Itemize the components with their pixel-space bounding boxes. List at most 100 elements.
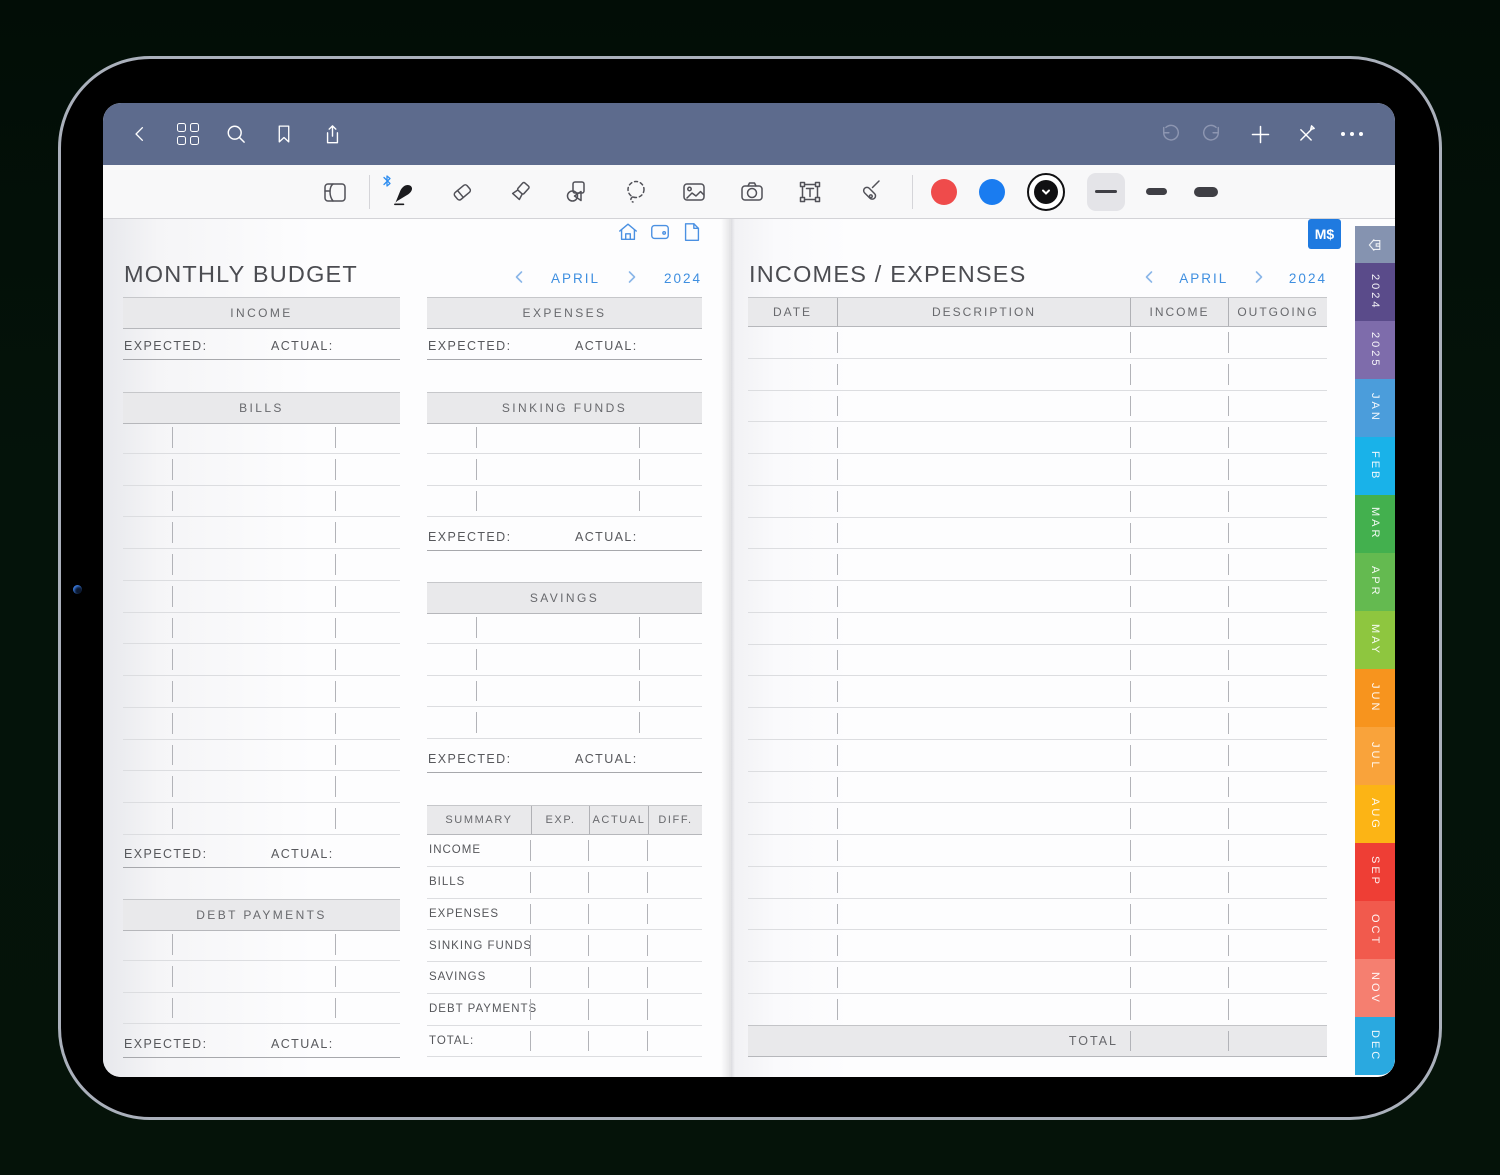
pen-tool-icon[interactable] — [383, 174, 420, 210]
table-row[interactable] — [427, 676, 702, 708]
more-options-icon[interactable] — [1337, 119, 1367, 149]
table-row[interactable] — [427, 486, 702, 518]
table-row[interactable] — [748, 962, 1327, 994]
table-row[interactable] — [123, 676, 400, 708]
table-row[interactable] — [748, 327, 1327, 359]
black-color-swatch-selected[interactable] — [1027, 172, 1065, 211]
next-month-icon[interactable] — [626, 270, 638, 287]
highlighter-tool-icon[interactable] — [504, 174, 536, 210]
tab-jun[interactable]: JUN — [1355, 669, 1395, 727]
tab-nov[interactable]: NOV — [1355, 959, 1395, 1017]
table-row[interactable] — [748, 518, 1327, 550]
table-row[interactable] — [123, 929, 400, 961]
pen-mode-off-icon[interactable] — [1291, 119, 1321, 149]
table-row[interactable] — [123, 708, 400, 740]
table-row[interactable] — [748, 994, 1327, 1026]
summary-row-expenses[interactable]: EXPENSES — [427, 899, 702, 931]
table-row[interactable] — [427, 454, 702, 486]
table-row[interactable] — [427, 644, 702, 676]
table-row[interactable] — [748, 613, 1327, 645]
budget-logo-badge[interactable]: M$ — [1308, 219, 1341, 249]
month-label[interactable]: APRIL — [550, 270, 600, 286]
red-color-swatch[interactable] — [931, 178, 957, 205]
next-month-icon[interactable] — [1253, 270, 1265, 287]
tab-apr[interactable]: APR — [1355, 553, 1395, 611]
table-row[interactable] — [748, 835, 1327, 867]
redo-icon[interactable] — [1199, 119, 1229, 149]
page-link-icon[interactable] — [681, 221, 705, 245]
image-tool-icon[interactable] — [678, 174, 710, 210]
tab-aug[interactable]: AUG — [1355, 785, 1395, 843]
shapes-tool-icon[interactable] — [562, 174, 594, 210]
thumbnails-grid-icon[interactable] — [173, 119, 203, 149]
table-row[interactable] — [748, 581, 1327, 613]
table-row[interactable] — [748, 899, 1327, 931]
summary-row-debt-payments[interactable]: DEBT PAYMENTS — [427, 994, 702, 1026]
table-row[interactable] — [748, 454, 1327, 486]
table-row[interactable] — [427, 707, 702, 739]
home-link-icon[interactable] — [617, 221, 641, 245]
table-row[interactable] — [748, 772, 1327, 804]
summary-row-income[interactable]: INCOME — [427, 835, 702, 867]
tab-jul[interactable]: JUL — [1355, 727, 1395, 785]
bookmark-icon[interactable] — [269, 119, 299, 149]
tab-mar[interactable]: MAR — [1355, 495, 1395, 553]
tab-2024[interactable]: 2024 — [1355, 263, 1395, 321]
table-row[interactable] — [123, 993, 400, 1025]
table-row[interactable] — [123, 740, 400, 772]
tab-home[interactable] — [1355, 226, 1395, 263]
summary-row-savings[interactable]: SAVINGS — [427, 962, 702, 994]
table-row[interactable] — [123, 517, 400, 549]
table-row[interactable] — [748, 676, 1327, 708]
stroke-medium-button[interactable] — [1137, 173, 1175, 211]
year-label[interactable]: 2024 — [663, 270, 702, 286]
table-row[interactable] — [748, 359, 1327, 391]
search-icon[interactable] — [221, 119, 251, 149]
tab-sep[interactable]: SEP — [1355, 843, 1395, 901]
year-label[interactable]: 2024 — [1288, 270, 1327, 286]
table-row[interactable] — [123, 803, 400, 835]
prev-month-icon[interactable] — [513, 270, 525, 287]
sinking-expected-actual-row[interactable]: EXPECTED: ACTUAL: — [427, 518, 702, 551]
table-row[interactable] — [748, 422, 1327, 454]
tab-may[interactable]: MAY — [1355, 611, 1395, 669]
total-row[interactable]: TOTAL — [748, 1025, 1327, 1057]
table-row[interactable] — [748, 803, 1327, 835]
table-row[interactable] — [123, 454, 400, 486]
summary-row-bills[interactable]: BILLS — [427, 867, 702, 899]
summary-row-sinking-funds[interactable]: SINKING FUNDS — [427, 930, 702, 962]
tab-oct[interactable]: OCT — [1355, 901, 1395, 959]
debt-expected-actual-row[interactable]: EXPECTED: ACTUAL: — [123, 1025, 400, 1058]
table-row[interactable] — [748, 645, 1327, 677]
expenses-expected-actual-row[interactable]: EXPECTED: ACTUAL: — [427, 327, 702, 360]
table-row[interactable] — [123, 961, 400, 993]
table-row[interactable] — [748, 930, 1327, 962]
table-row[interactable] — [427, 612, 702, 644]
tab-2025[interactable]: 2025 — [1355, 321, 1395, 379]
stroke-thick-button[interactable] — [1187, 173, 1225, 211]
add-page-icon[interactable] — [1245, 119, 1275, 149]
undo-icon[interactable] — [1153, 119, 1183, 149]
lasso-tool-icon[interactable] — [620, 174, 652, 210]
calendar-link-icon[interactable] — [649, 221, 673, 245]
pointer-tool-icon[interactable] — [852, 174, 884, 210]
tab-dec[interactable]: DEC — [1355, 1017, 1395, 1075]
table-row[interactable] — [748, 549, 1327, 581]
table-row[interactable] — [123, 422, 400, 454]
savings-expected-actual-row[interactable]: EXPECTED: ACTUAL: — [427, 740, 702, 773]
month-label[interactable]: APRIL — [1179, 270, 1229, 286]
table-row[interactable] — [123, 486, 400, 518]
table-row[interactable] — [123, 771, 400, 803]
table-row[interactable] — [427, 422, 702, 454]
page-navigation-icon[interactable] — [319, 174, 351, 210]
table-row[interactable] — [748, 391, 1327, 423]
table-row[interactable] — [748, 486, 1327, 518]
table-row[interactable] — [748, 708, 1327, 740]
stroke-thin-button[interactable] — [1087, 172, 1125, 211]
table-row[interactable] — [123, 549, 400, 581]
bills-expected-actual-row[interactable]: EXPECTED: ACTUAL: — [123, 835, 400, 868]
table-row[interactable] — [123, 581, 400, 613]
table-row[interactable] — [748, 740, 1327, 772]
blue-color-swatch[interactable] — [979, 178, 1005, 205]
tab-jan[interactable]: JAN — [1355, 379, 1395, 437]
